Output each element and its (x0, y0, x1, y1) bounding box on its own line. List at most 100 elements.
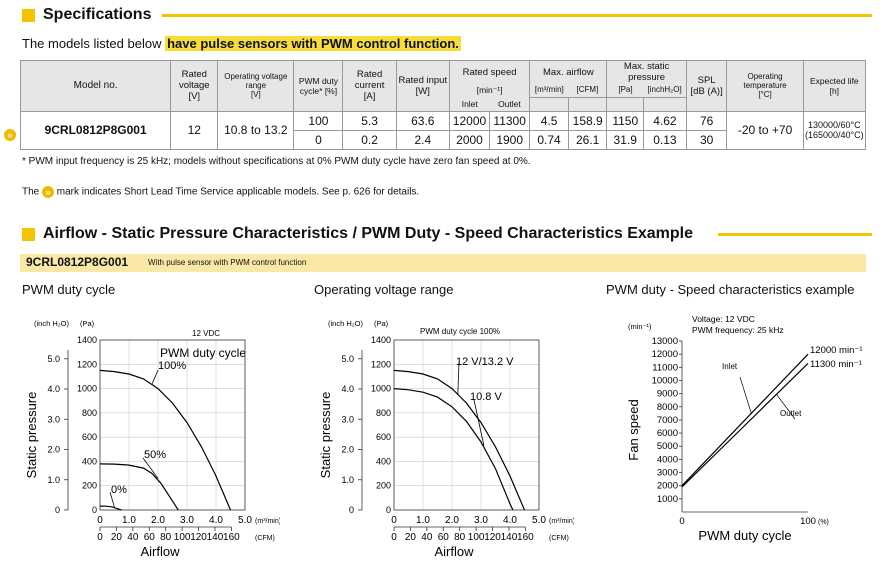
x-tick-label-cfm: 80 (160, 532, 172, 543)
x-tick-label-m3: 1.0 (122, 515, 136, 526)
th-outlet: Outlet (489, 97, 531, 112)
y-tick-label-inch: 2.0 (47, 445, 60, 455)
x-tick-label-m3: 3.0 (180, 515, 194, 526)
y-tick-label-pa: 800 (82, 408, 97, 418)
series-leader (109, 491, 115, 508)
x-tick-label-cfm: 120 (190, 532, 207, 543)
model-bar-number: 9CRL0812P8G001 (26, 255, 129, 269)
series-leader (457, 361, 460, 395)
th-airflow-m3: [m³/min] (529, 83, 569, 98)
y-tick-label-inch: 1.0 (341, 475, 354, 485)
th-model: Model no. (19, 60, 172, 112)
x-tick-label-cfm: 0 (97, 532, 103, 543)
x-tick-label-cfm: 40 (127, 532, 139, 543)
intro-highlight: have pulse sensors with PWM control func… (165, 36, 461, 51)
static-pa-cell: 31.9 (606, 129, 644, 150)
note-frequency: PWM frequency: 25 kHz (692, 325, 784, 335)
th-pwm-duty: PWM duty cycle* [%] (293, 60, 344, 112)
y-tick-label: 11000 (652, 362, 678, 373)
pwm-cell: 100 (293, 110, 344, 131)
static-pa-cell: 1150 (606, 110, 644, 131)
x-tick-label-m3: 4.0 (503, 515, 517, 526)
y-tick-label-inch: 2.0 (341, 445, 354, 455)
series-line (681, 353, 809, 487)
lead-time-mark-icon: » (42, 186, 55, 198)
lead-time-mark-icon: » (4, 126, 16, 144)
y-tick-label-pa: 1400 (371, 335, 391, 345)
x-tick-label-cfm: 40 (421, 532, 433, 543)
series-leader (776, 394, 796, 420)
th-inlet: Inlet (448, 97, 490, 112)
y-unit-left: (inch H₂O) (34, 319, 70, 328)
series-leader (151, 369, 159, 384)
x-tick-label: 0 (679, 516, 684, 527)
heading-rule (162, 14, 872, 17)
y-tick-label: 13000 (652, 336, 678, 347)
y-tick-label-pa: 1000 (77, 384, 97, 394)
y-axis-label: Fan speed (626, 399, 641, 460)
y-tick-label-inch: 4.0 (341, 384, 354, 394)
th-max-airflow: Max. airflow (529, 60, 608, 83)
y-tick-label: 10000 (652, 375, 678, 386)
y-axis-label: Static pressure (318, 392, 333, 479)
th-max-static: Max. static pressure (606, 60, 687, 83)
plot-frame (393, 339, 540, 511)
y-tick-label-pa: 1400 (77, 335, 97, 345)
y-tick-label-pa: 400 (376, 456, 391, 466)
chart-pwm-duty: 12 VDC PWM duty cycle (inch H₂O) (Pa) 0 1.0 2.… (24, 319, 280, 559)
airflow-m3-cell: 0.74 (529, 129, 569, 150)
th-rated-voltage: Rated voltage [V] (170, 60, 219, 112)
y-unit-left: (inch H₂O) (328, 319, 364, 328)
series-line (99, 463, 179, 511)
y-tick-label-inch: 3.0 (341, 414, 354, 424)
chart2-heading: Operating voltage range (314, 282, 454, 297)
y-tick-label: 2000 (657, 481, 678, 492)
x-tick-label-cfm: 20 (405, 532, 417, 543)
model-bar-subtitle: With pulse sensor with PWM control funct… (148, 258, 307, 267)
x-tick-label-m3: 2.0 (151, 515, 165, 526)
x-axis-label: Airflow (434, 544, 474, 559)
th-speed-unit: [min⁻¹] (448, 83, 531, 97)
x-tick-label-cfm: 100 (468, 532, 485, 543)
specifications-title: Specifications (43, 6, 152, 23)
th-op-temp: Operating temperature [°C] (726, 60, 804, 112)
series-leader (739, 376, 752, 414)
spl-cell: 76 (685, 110, 728, 131)
y-tick-label-inch: 5.0 (47, 354, 60, 364)
y-tick-label-inch: 3.0 (47, 414, 60, 424)
x-tick-label-m3: 5.0 (238, 515, 252, 526)
x-tick-label: 100 (800, 516, 816, 527)
x-unit: (%) (818, 519, 829, 526)
heading-square-icon (22, 227, 35, 241)
series-label: 50% (144, 449, 166, 461)
chart-note: 12 VDC (192, 329, 220, 338)
note-voltage: Voltage: 12 VDC (692, 314, 755, 324)
y-tick-label-inch: 1.0 (47, 475, 60, 485)
pwm-cell: 0 (293, 129, 344, 150)
series-end-label: 11300 min⁻¹ (810, 359, 862, 370)
outlet-cell: 1900 (489, 129, 531, 150)
series-label: Outlet (780, 409, 802, 418)
series-label: 12 V/13.2 V (456, 356, 514, 368)
model-bar: 9CRL0812P8G001 With pulse sensor with PW… (20, 254, 866, 272)
x-tick-label-cfm: 160 (517, 532, 534, 543)
y-tick-label-inch: 4.0 (47, 384, 60, 394)
lead-time-note: The » mark indicates Short Lead Time Ser… (22, 186, 420, 198)
op-voltage-cell: 10.8 to 13.2 (217, 110, 295, 150)
y-tick-label-pa: 1200 (77, 359, 97, 369)
outlet-cell: 11300 (489, 110, 531, 131)
th-rated-speed: Rated speed (448, 60, 531, 83)
series-line (99, 369, 232, 511)
y-unit: (min⁻¹) (628, 322, 652, 331)
y-tick-label-pa: 200 (82, 481, 97, 491)
x-tick-label-cfm: 100 (174, 532, 191, 543)
y-tick-label-pa: 600 (376, 432, 391, 442)
plot-frame (99, 339, 246, 511)
y-tick-label: 5000 (657, 441, 678, 452)
x-axis-label: PWM duty cycle (698, 528, 791, 543)
inlet-cell: 2000 (448, 129, 491, 150)
y-tick-label: 7000 (657, 415, 678, 426)
chart1-heading: PWM duty cycle (22, 282, 116, 297)
y-tick-label: 8000 (657, 402, 678, 413)
